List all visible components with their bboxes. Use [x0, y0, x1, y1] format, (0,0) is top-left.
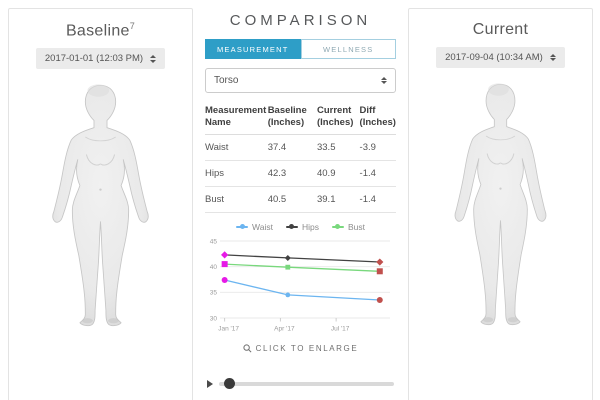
comparison-chart: 30 35 40 45 Jan '17 Apr '17 Jul '17: [210, 238, 390, 332]
comparison-column: COMPARISON MEASUREMENT WELLNESS Torso Me…: [193, 0, 408, 400]
baseline-title: Baseline7: [65, 21, 136, 40]
current-title: Current: [472, 21, 529, 38]
current-panel: Current 2017-09-04 (10:34 AM): [408, 8, 593, 400]
tab-wellness[interactable]: WELLNESS: [300, 39, 396, 59]
legend-item-waist: Waist: [236, 222, 273, 232]
baseline-body-scan: [9, 73, 192, 331]
measurement-chart-box: 30 35 40 45 Jan '17 Apr '17 Jul '17: [205, 234, 396, 339]
svg-text:35: 35: [210, 289, 218, 296]
select-updown-icon: [549, 53, 556, 62]
table-row-hips: Hips 42.3 40.9 -1.4: [205, 160, 396, 187]
rotation-slider-handle[interactable]: [224, 377, 236, 389]
svg-text:Jan '17: Jan '17: [218, 325, 239, 332]
baseline-panel: Baseline7 2017-01-01 (12:03 PM): [8, 8, 193, 400]
svg-text:45: 45: [210, 238, 218, 245]
tab-measurement[interactable]: MEASUREMENT: [205, 39, 301, 59]
svg-text:Jul '17: Jul '17: [331, 325, 350, 332]
rotation-slider[interactable]: [219, 377, 394, 389]
baseline-scan-select[interactable]: 2017-01-01 (12:03 PM): [35, 48, 166, 70]
select-updown-icon: [381, 76, 387, 85]
click-to-enlarge-link[interactable]: CLICK TO ENLARGE: [205, 344, 396, 353]
svg-text:40: 40: [210, 264, 218, 271]
svg-text:Apr '17: Apr '17: [274, 325, 295, 332]
table-row-waist: Waist 37.4 33.5 -3.9: [205, 134, 396, 161]
region-select[interactable]: Torso: [205, 68, 396, 93]
comparison-title: COMPARISON: [229, 12, 372, 29]
bust-series-marker: [331, 224, 344, 230]
play-button[interactable]: [207, 379, 213, 388]
comparison-tabs: MEASUREMENT WELLNESS: [205, 39, 396, 59]
col-header-diff: Diff (Inches): [359, 99, 396, 135]
current-scan-select[interactable]: 2017-09-04 (10:34 AM): [436, 47, 565, 68]
waist-series-marker: [236, 224, 249, 230]
rotation-controls: [205, 377, 396, 389]
select-updown-icon: [150, 55, 157, 63]
col-header-current: Current (Inches): [316, 99, 360, 135]
legend-item-hips: Hips: [285, 222, 319, 232]
table-row-bust: Bust 40.5 39.1 -1.4: [205, 186, 396, 213]
chart-legend: Waist Hips Bust: [205, 222, 396, 232]
baseline-footnote-marker: 7: [129, 21, 136, 31]
col-header-baseline: Baseline (Inches): [267, 99, 317, 135]
measurement-table: Measurement Name Baseline (Inches) Current…: [205, 99, 396, 213]
current-body-scan: [409, 72, 592, 330]
svg-text:30: 30: [210, 315, 218, 322]
legend-item-bust: Bust: [331, 222, 365, 232]
col-header-name: Measurement Name: [205, 99, 268, 135]
hips-series-marker: [285, 224, 298, 230]
magnifier-icon: [243, 344, 252, 353]
